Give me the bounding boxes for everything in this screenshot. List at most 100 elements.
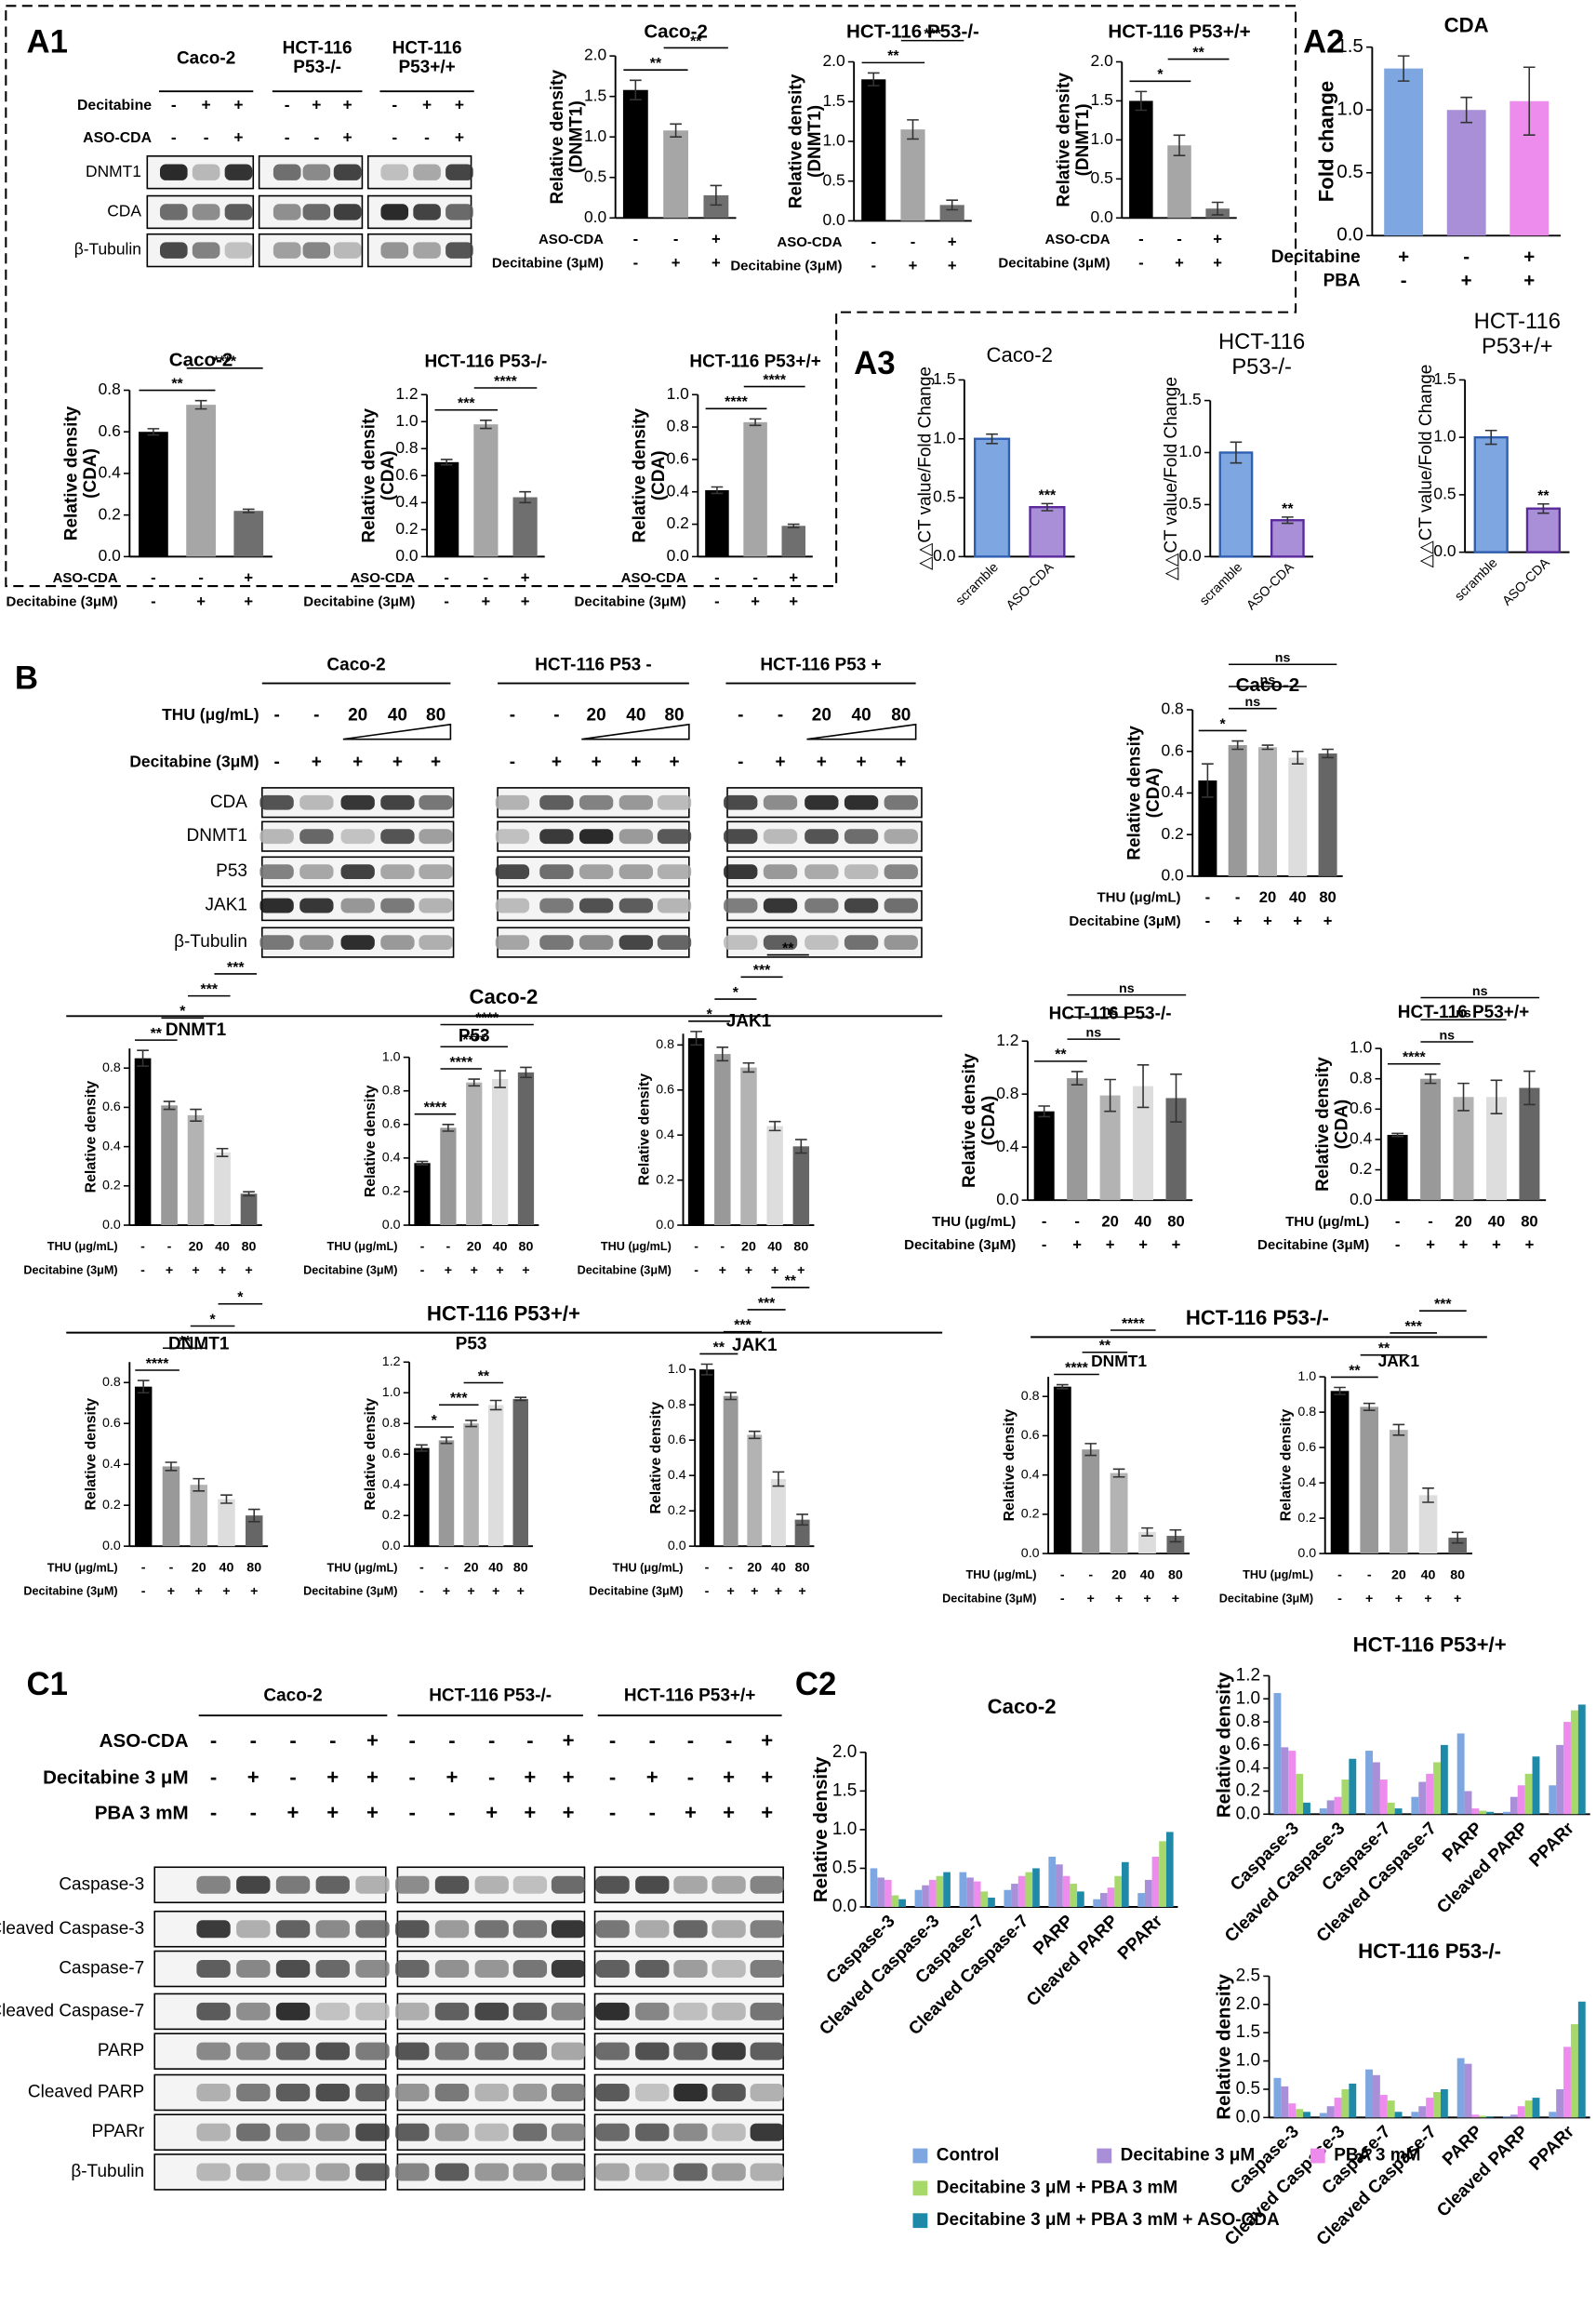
y-tick-label: 0.0 [1433, 541, 1456, 560]
condition-mark: + [1395, 1592, 1403, 1606]
bar [1486, 1811, 1495, 1815]
condition-label: Decitabine (3μM) [6, 593, 117, 609]
condition-mark: + [443, 1584, 450, 1599]
condition-mark: + [492, 1584, 499, 1599]
bar [1165, 1832, 1174, 1908]
y-tick-label: 0.8 [382, 1416, 401, 1431]
condition-label: ASO-CDA [777, 234, 842, 250]
treatment-mark: - [609, 1801, 616, 1824]
blot-band [380, 864, 415, 880]
condition-mark: + [496, 1263, 503, 1278]
error-bar [907, 119, 919, 140]
bar [1077, 1891, 1084, 1908]
condition-mark: - [198, 569, 204, 587]
treatment-mark: - [171, 127, 177, 146]
condition-label: PBA [1323, 271, 1361, 290]
blot-band [196, 2042, 231, 2060]
treatment-mark: - [392, 127, 397, 146]
blot-band [355, 1875, 390, 1894]
condition-mark: + [445, 1263, 452, 1278]
y-axis-label: Relative density [363, 1398, 379, 1511]
y-tick-label: 1.5 [1091, 90, 1113, 109]
treatment-mark: - [210, 1766, 217, 1789]
sig-label: **** [424, 1100, 447, 1116]
condition-mark: + [1143, 1592, 1150, 1606]
chart-title: P53 [459, 1026, 490, 1046]
blot-band [512, 2163, 548, 2181]
error-bar [1460, 96, 1473, 124]
sig-label: *** [924, 26, 941, 42]
y-tick-label: 0.0 [1236, 1804, 1260, 1823]
bar [1394, 1808, 1403, 1815]
y-tick-label: 1.0 [1433, 427, 1456, 446]
blot-band [495, 935, 530, 951]
y-tick-label: 2.5 [1236, 1966, 1260, 1985]
condition-mark: + [522, 1263, 529, 1278]
treatment-mark: 80 [664, 705, 684, 725]
blot-band [434, 2163, 470, 2181]
y-axis-label: Relative density [637, 1073, 653, 1186]
y-tick-label: 1.0 [1337, 99, 1363, 120]
y-axis-label: Relative density [1214, 1974, 1235, 2120]
condition-mark: + [775, 1584, 782, 1599]
blot-band [355, 2002, 390, 2020]
blot-band [805, 864, 839, 880]
bar [1563, 1722, 1571, 1815]
condition-mark: + [1492, 1236, 1501, 1254]
blot-band [673, 2163, 708, 2181]
condition-mark: + [1263, 912, 1272, 929]
y-tick-label: 0.4 [382, 1477, 401, 1492]
y-tick-label: 0.2 [395, 519, 418, 538]
error-bar [440, 1436, 453, 1445]
error-bar [1282, 516, 1294, 525]
y-axis-label: Relative density [83, 1398, 99, 1511]
treatment-mark: - [649, 1801, 656, 1824]
condition-mark: 80 [795, 1561, 810, 1576]
sig-label: * [733, 985, 739, 1001]
protein-label: DNMT1 [86, 162, 141, 180]
error-bar [193, 1477, 206, 1492]
treatment-label: PBA 3 mM [95, 1803, 189, 1824]
y-tick-label: 0.6 [668, 1433, 686, 1447]
condition-mark: 80 [246, 1561, 261, 1576]
bar [1440, 1744, 1448, 1815]
blot-band [805, 898, 839, 913]
blot-band [413, 204, 441, 220]
y-tick-label: 0.4 [667, 481, 690, 500]
blot-band [474, 2163, 509, 2181]
y-tick-label: 0.5 [1179, 494, 1202, 513]
bar [1426, 1773, 1434, 1815]
bar [139, 432, 168, 557]
y-tick-label: 1.5 [1433, 369, 1456, 388]
condition-mark: - [1088, 1568, 1093, 1583]
condition-mark: - [1367, 1568, 1372, 1583]
blot-band [224, 242, 253, 259]
condition-mark: + [244, 593, 253, 610]
y-tick-label: 0.0 [382, 1218, 401, 1233]
condition-label: Decitabine (3μM) [575, 593, 686, 609]
error-bar [465, 1420, 477, 1428]
blot-band [275, 1875, 311, 1894]
sig-label: *** [458, 396, 475, 412]
condition-label: Decitabine [1271, 247, 1361, 267]
error-bar [494, 1070, 506, 1088]
blot-band [595, 2002, 630, 2020]
condition-mark: + [1072, 1236, 1082, 1254]
blot-band [579, 794, 614, 810]
treatment-mark: + [631, 753, 641, 772]
bar [699, 1369, 714, 1547]
condition-mark: - [420, 1263, 425, 1278]
y-tick-label: 1.0 [832, 1819, 857, 1839]
condition-mark: + [521, 569, 530, 587]
sig-label: *** [1404, 1319, 1422, 1335]
condition-label: ASO-CDA [539, 232, 604, 247]
condition-mark: - [1042, 1212, 1047, 1230]
bar [1349, 2083, 1357, 2118]
blot-band [673, 1959, 708, 1978]
bar [973, 1881, 981, 1908]
condition-mark: + [1398, 246, 1409, 267]
error-bar [242, 508, 255, 513]
y-tick-label: 1.0 [1179, 442, 1202, 460]
bar [939, 205, 964, 221]
blot-band [236, 2002, 271, 2020]
